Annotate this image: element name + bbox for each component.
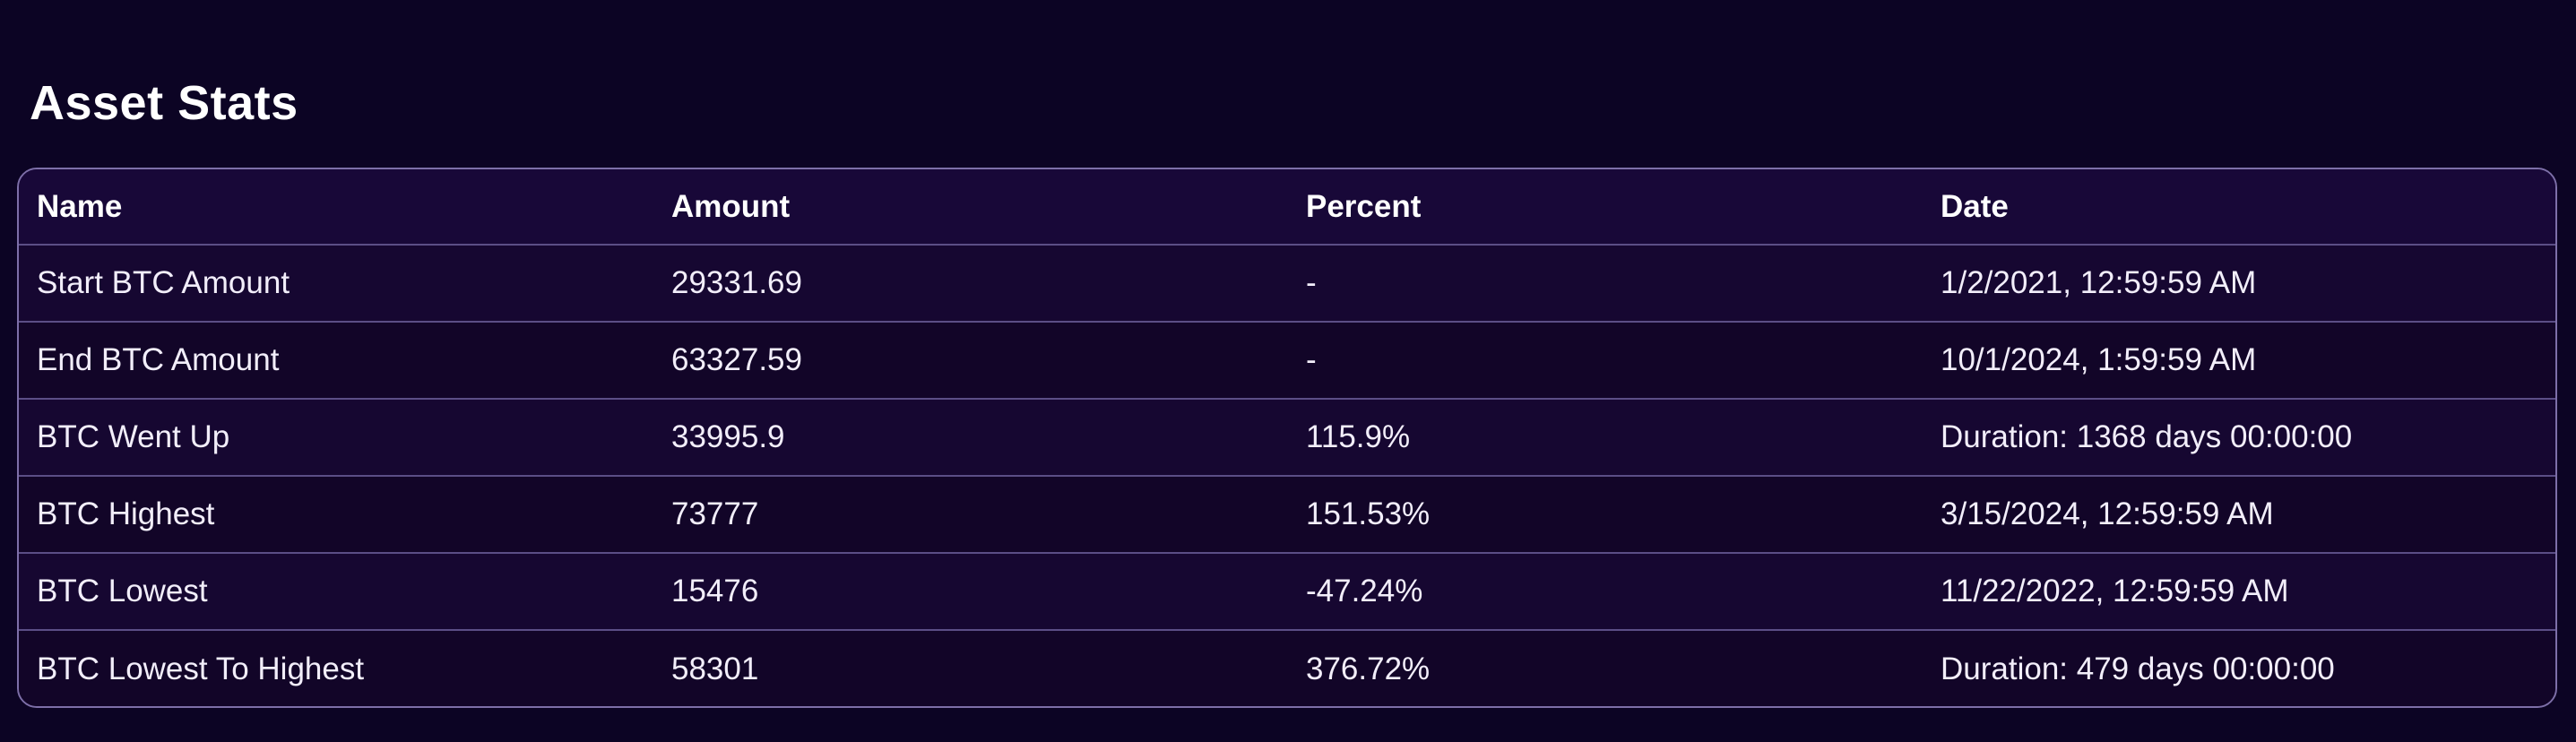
table-row: BTC Highest 73777 151.53% 3/15/2024, 12:… bbox=[19, 476, 2555, 553]
cell-amount: 15476 bbox=[671, 574, 759, 608]
cell-percent: - bbox=[1306, 265, 1317, 300]
cell-amount: 58301 bbox=[671, 651, 759, 686]
cell-date: Duration: 479 days 00:00:00 bbox=[1941, 651, 2335, 686]
table-header-row: Name Amount Percent Date bbox=[19, 169, 2555, 245]
cell-amount: 73777 bbox=[671, 496, 759, 531]
column-header-amount: Amount bbox=[671, 188, 791, 224]
asset-stats-table: Name Amount Percent Date Start BTC Amoun… bbox=[17, 168, 2557, 708]
cell-percent: - bbox=[1306, 342, 1317, 377]
cell-date: 10/1/2024, 1:59:59 AM bbox=[1941, 342, 2257, 377]
cell-percent: -47.24% bbox=[1306, 574, 1423, 608]
cell-amount: 33995.9 bbox=[671, 419, 785, 454]
cell-amount: 29331.69 bbox=[671, 265, 802, 300]
cell-name: BTC Went Up bbox=[37, 419, 230, 454]
table-row: BTC Lowest To Highest 58301 376.72% Dura… bbox=[19, 630, 2555, 706]
cell-name: End BTC Amount bbox=[37, 342, 280, 377]
table-row: BTC Went Up 33995.9 115.9% Duration: 136… bbox=[19, 399, 2555, 476]
cell-percent: 115.9% bbox=[1306, 419, 1411, 454]
column-header-date: Date bbox=[1941, 188, 2009, 224]
cell-date: 3/15/2024, 12:59:59 AM bbox=[1941, 496, 2274, 531]
cell-date: 1/2/2021, 12:59:59 AM bbox=[1941, 265, 2257, 300]
cell-name: BTC Highest bbox=[37, 496, 215, 531]
cell-percent: 151.53% bbox=[1306, 496, 1431, 531]
table-row: Start BTC Amount 29331.69 - 1/2/2021, 12… bbox=[19, 245, 2555, 322]
cell-date: 11/22/2022, 12:59:59 AM bbox=[1941, 574, 2289, 608]
cell-name: Start BTC Amount bbox=[37, 265, 290, 300]
column-header-name: Name bbox=[37, 188, 123, 224]
table-row: BTC Lowest 15476 -47.24% 11/22/2022, 12:… bbox=[19, 553, 2555, 630]
cell-percent: 376.72% bbox=[1306, 651, 1431, 686]
cell-name: BTC Lowest To Highest bbox=[37, 651, 365, 686]
page-title: Asset Stats bbox=[30, 76, 298, 130]
table-row: End BTC Amount 63327.59 - 10/1/2024, 1:5… bbox=[19, 322, 2555, 399]
column-header-percent: Percent bbox=[1306, 188, 1422, 224]
cell-date: Duration: 1368 days 00:00:00 bbox=[1941, 419, 2353, 454]
cell-name: BTC Lowest bbox=[37, 574, 208, 608]
cell-amount: 63327.59 bbox=[671, 342, 802, 377]
